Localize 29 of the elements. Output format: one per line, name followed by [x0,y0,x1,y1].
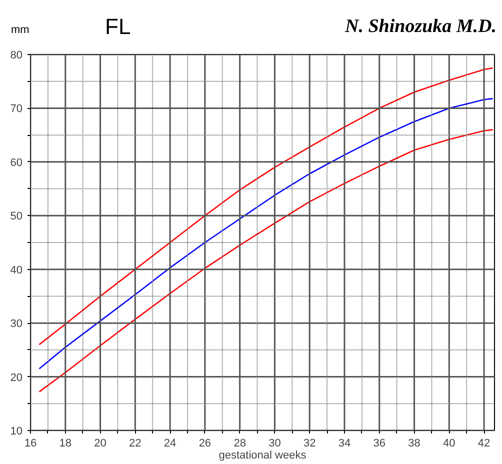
x-tick-label: 34 [338,438,351,450]
x-tick-label: 40 [443,438,456,450]
y-tick-label: 30 [10,318,23,330]
y-tick-label: 50 [10,210,23,223]
x-tick-label: 28 [234,438,246,450]
line-series [38,67,494,346]
y-tick-label: 60 [10,156,23,169]
y-tick-label: 40 [10,264,23,276]
text: N. Shinozuka M.D. [345,15,497,39]
y-axis-title: mm [11,23,30,38]
line-series [38,129,494,392]
x-tick-label: 38 [408,438,420,450]
x-tick-label: 24 [164,438,176,450]
chart-title: FL [105,13,131,41]
x-tick-label: 30 [268,438,281,450]
y-tick-label: 70 [10,103,23,116]
x-tick-label: 20 [94,438,106,450]
x-tick-label: 42 [478,438,490,450]
x-axis-title: gestational weeks [218,450,307,462]
x-tick-label: 16 [24,438,37,450]
x-tick-label: 26 [198,438,212,450]
y-tick-label: 80 [10,50,23,62]
y-tick-label: 10 [10,426,23,438]
line-series [38,98,494,370]
y-tick-label: 20 [10,372,23,384]
x-tick-label: 36 [373,438,386,450]
x-tick-label: 22 [129,438,142,450]
x-tick-label: 18 [59,438,72,450]
x-tick-label: 32 [303,438,316,450]
